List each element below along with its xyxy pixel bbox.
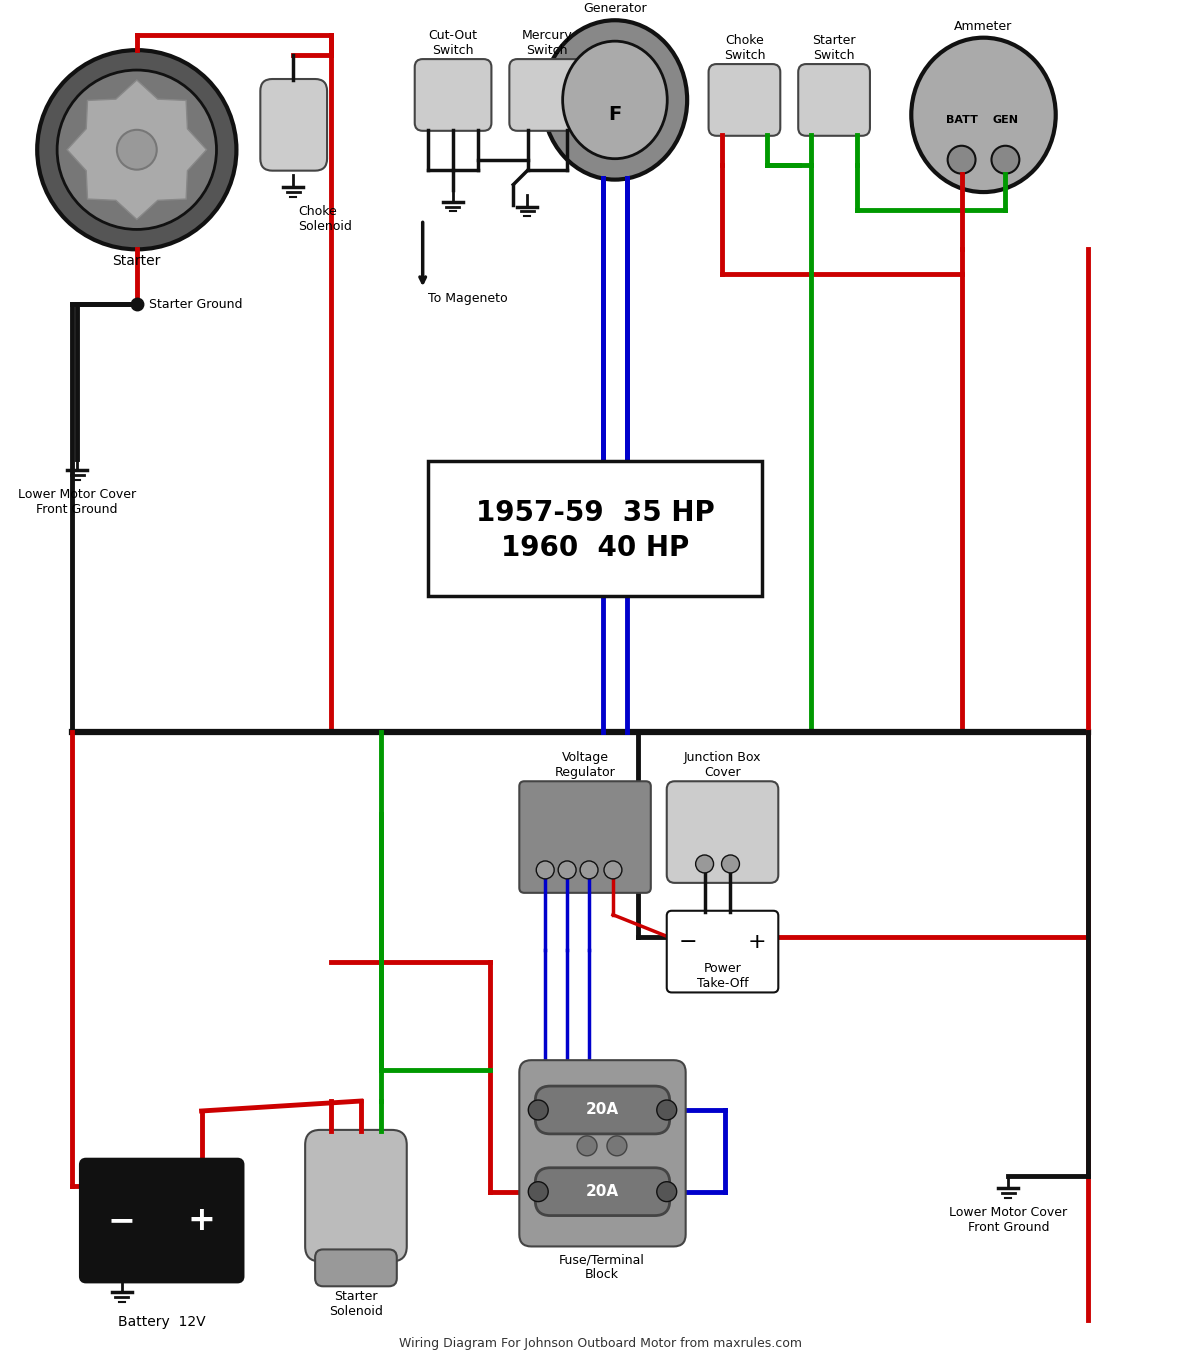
FancyBboxPatch shape [82,1160,242,1282]
Circle shape [604,861,622,878]
Text: Lower Motor Cover
Front Ground: Lower Motor Cover Front Ground [949,1205,1068,1234]
Circle shape [536,861,554,878]
Text: Mercury
Switch: Mercury Switch [522,29,572,57]
Circle shape [58,69,216,229]
Text: Junction Box
Cover: Junction Box Cover [684,752,761,779]
Circle shape [558,861,576,878]
Circle shape [528,1100,548,1120]
Circle shape [656,1100,677,1120]
Circle shape [116,129,157,170]
Circle shape [577,1136,598,1156]
Text: 1957-59  35 HP: 1957-59 35 HP [475,500,714,527]
Text: BATT: BATT [946,114,978,125]
FancyBboxPatch shape [708,64,780,136]
Text: Cut-Out
Switch: Cut-Out Switch [428,29,478,57]
Text: +: + [748,932,767,952]
Circle shape [721,855,739,873]
FancyBboxPatch shape [305,1130,407,1261]
FancyBboxPatch shape [535,1167,670,1215]
Circle shape [580,861,598,878]
Text: 1960  40 HP: 1960 40 HP [500,534,689,563]
Ellipse shape [563,41,667,159]
FancyBboxPatch shape [520,1060,685,1246]
FancyBboxPatch shape [509,59,586,131]
Text: Choke
Solenoid: Choke Solenoid [298,204,352,233]
Text: Lower Motor Cover
Front Ground: Lower Motor Cover Front Ground [18,489,136,516]
Text: 20A: 20A [586,1102,618,1117]
FancyBboxPatch shape [520,782,650,893]
Circle shape [696,855,714,873]
Text: −: − [108,1204,136,1237]
Text: Ammeter: Ammeter [954,20,1013,33]
FancyBboxPatch shape [260,79,328,170]
Text: To Mageneto: To Mageneto [427,293,508,305]
Text: Starter
Solenoid: Starter Solenoid [329,1290,383,1318]
Circle shape [656,1182,677,1201]
Text: Starter Ground: Starter Ground [149,298,242,311]
Text: 20A: 20A [586,1184,618,1199]
Text: Voltage
Regulator: Voltage Regulator [554,752,616,779]
Ellipse shape [911,38,1056,192]
FancyBboxPatch shape [798,64,870,136]
Circle shape [528,1182,548,1201]
FancyBboxPatch shape [535,1086,670,1135]
FancyBboxPatch shape [415,59,492,131]
Text: Wiring Diagram For Johnson Outboard Motor from maxrules.com: Wiring Diagram For Johnson Outboard Moto… [398,1337,802,1350]
Circle shape [948,146,976,173]
Text: Starter: Starter [113,255,161,268]
Text: F: F [608,105,622,124]
Text: Starter
Switch: Starter Switch [812,34,856,63]
Circle shape [607,1136,626,1156]
FancyBboxPatch shape [667,782,779,883]
Circle shape [991,146,1019,173]
FancyBboxPatch shape [316,1249,397,1286]
Text: Choke
Switch: Choke Switch [724,34,766,63]
Text: Power
Take-Off: Power Take-Off [697,962,749,990]
Text: −: − [678,932,697,952]
Text: Fuse/Terminal
Block: Fuse/Terminal Block [559,1253,644,1282]
FancyBboxPatch shape [667,911,779,993]
Text: +: + [187,1204,216,1237]
Text: GEN: GEN [992,114,1019,125]
Polygon shape [67,80,206,219]
Text: Generator: Generator [583,3,647,15]
Text: Battery  12V: Battery 12V [118,1316,205,1329]
FancyBboxPatch shape [427,460,762,597]
Circle shape [37,50,236,249]
Ellipse shape [542,20,688,180]
